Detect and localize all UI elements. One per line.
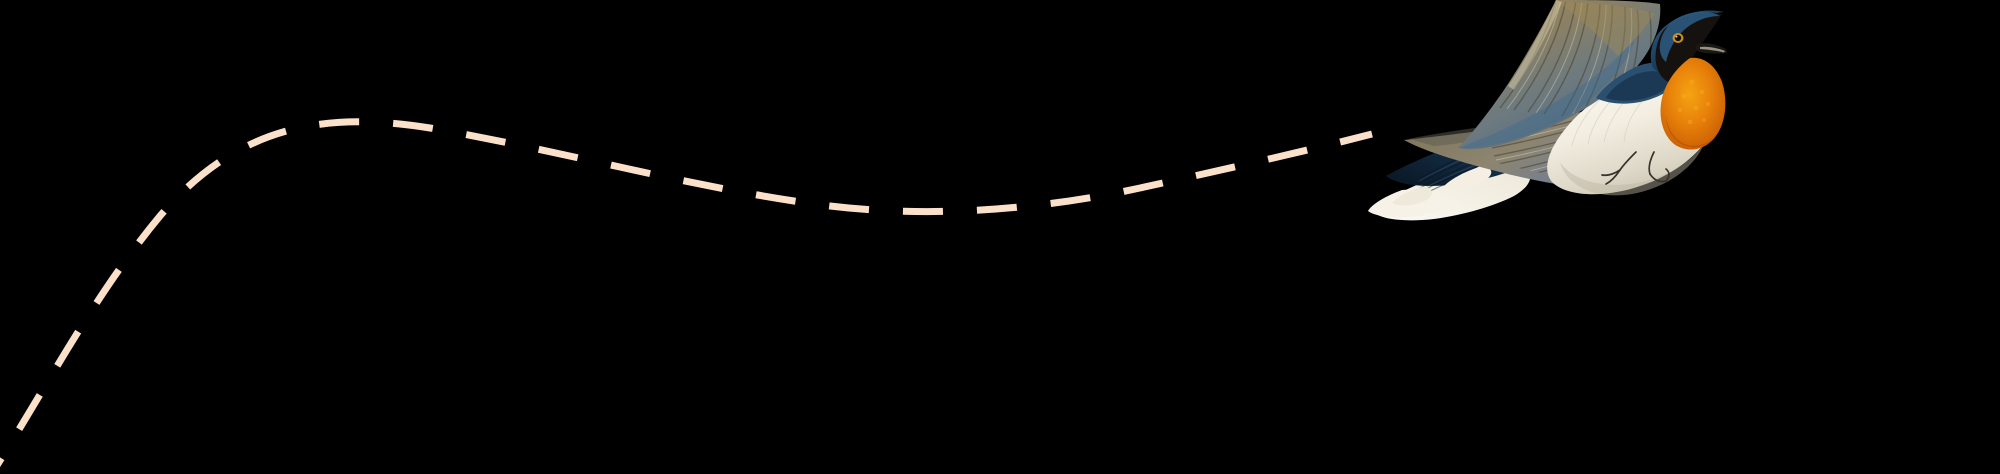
body [1547,67,1720,196]
raised-wing-feathers [1458,2,1660,149]
crown [1650,10,1724,72]
tail-dark [1386,119,1563,186]
tail-white-streamer-outer [1368,189,1460,218]
throat-shadow [1666,116,1718,148]
mantle [1596,62,1684,104]
raised-wing-edge [1508,0,1562,90]
beak [1695,43,1728,54]
belly-shadow [1560,144,1704,196]
bird-illustration [1368,0,1728,221]
throat-speckles [1678,79,1710,125]
belly-shape [1547,67,1720,195]
face-mask [1655,12,1722,82]
breast-feather-lines [1571,89,1653,147]
tail-tip-white-2 [1392,186,1432,206]
head [1650,10,1728,82]
tucked-feet [1601,151,1670,185]
swept-wing-covert [1618,98,1649,186]
forked-tail [1368,119,1563,221]
swept-wing-shape [1404,92,1650,190]
swept-wing-feathers [1404,96,1643,184]
mantle-shape [1596,62,1684,104]
raised-wing [1458,0,1661,150]
tail-white-lower [1376,159,1531,221]
eye-pupil [1674,34,1682,42]
throat-shape [1660,57,1726,150]
dashed-flight-trail [0,118,1373,468]
beak-highlight [1700,46,1725,53]
crown-highlight [1659,11,1720,62]
tail-tip-white-1 [1444,165,1492,189]
throat-patch [1660,57,1726,150]
raised-wing-shape [1458,0,1661,150]
mantle-shadow [1606,71,1673,101]
tail-feather-lines [1411,131,1541,199]
eye-highlight [1675,35,1678,38]
eye-ring [1672,33,1684,43]
swept-wing [1404,92,1650,190]
